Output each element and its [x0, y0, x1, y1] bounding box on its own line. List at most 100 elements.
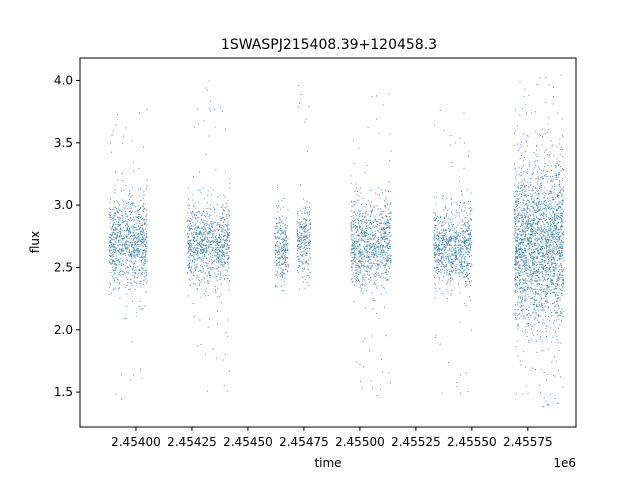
data-point	[198, 123, 200, 125]
data-point	[199, 270, 201, 272]
data-point	[196, 288, 198, 289]
data-point	[467, 277, 469, 279]
data-point	[454, 249, 456, 251]
data-point	[545, 208, 547, 210]
data-point	[370, 229, 372, 231]
data-point	[215, 248, 216, 250]
data-point	[133, 237, 135, 239]
data-point	[532, 303, 534, 305]
data-point	[144, 244, 146, 246]
data-point	[135, 216, 137, 218]
data-point	[552, 252, 554, 254]
data-point	[132, 274, 134, 276]
data-point	[358, 215, 360, 217]
data-point	[377, 236, 379, 238]
data-point	[379, 228, 381, 230]
data-point	[145, 254, 147, 256]
data-point	[380, 214, 382, 216]
data-point	[225, 128, 226, 130]
data-point	[146, 274, 147, 276]
data-point	[227, 225, 228, 227]
data-point	[452, 269, 454, 271]
data-point	[446, 258, 447, 260]
data-point	[516, 393, 517, 395]
data-point	[546, 241, 548, 243]
data-point	[388, 223, 390, 225]
data-point	[110, 283, 111, 285]
data-point	[386, 215, 388, 217]
data-point	[132, 243, 133, 245]
data-point	[388, 212, 390, 214]
data-point	[372, 210, 374, 212]
data-point	[377, 265, 379, 267]
data-point	[109, 211, 111, 213]
data-point	[535, 255, 537, 257]
data-point	[281, 215, 283, 217]
data-point	[221, 262, 223, 264]
data-point	[441, 266, 443, 267]
data-point	[205, 216, 207, 217]
data-point	[137, 241, 139, 243]
data-point	[220, 283, 222, 285]
data-point	[435, 196, 437, 198]
data-point	[125, 184, 127, 186]
data-point	[390, 260, 392, 262]
data-point	[205, 228, 206, 230]
data-point	[372, 298, 374, 300]
data-point	[277, 254, 279, 256]
data-point	[527, 135, 529, 137]
data-point	[112, 260, 114, 262]
data-point	[140, 231, 142, 233]
data-point	[204, 230, 206, 232]
data-point	[302, 263, 304, 265]
data-point	[381, 252, 383, 254]
data-point	[355, 264, 357, 266]
data-point	[467, 233, 469, 235]
data-point	[522, 282, 524, 284]
data-point	[140, 273, 142, 275]
data-point	[307, 215, 309, 217]
data-point	[123, 189, 125, 191]
data-point	[140, 206, 142, 208]
data-point	[461, 251, 463, 253]
data-point	[535, 224, 537, 226]
data-point	[112, 225, 113, 227]
data-point	[449, 218, 451, 220]
data-point	[560, 226, 562, 228]
data-point	[357, 252, 359, 254]
data-point	[225, 269, 227, 271]
data-point	[119, 204, 120, 206]
data-point	[523, 233, 524, 235]
data-point	[198, 251, 200, 253]
data-point	[441, 280, 443, 282]
data-point	[225, 229, 226, 231]
data-point	[281, 255, 283, 257]
data-point	[276, 238, 278, 240]
data-point	[114, 244, 116, 245]
data-point	[191, 228, 193, 230]
data-point	[200, 252, 201, 254]
data-point	[465, 273, 466, 275]
data-point	[559, 253, 561, 255]
data-point	[450, 265, 452, 267]
data-point	[535, 313, 537, 315]
data-point	[140, 200, 142, 201]
data-point	[278, 253, 280, 255]
data-point	[537, 193, 539, 195]
data-point	[134, 255, 136, 257]
data-point	[125, 243, 127, 245]
data-point	[216, 253, 218, 255]
data-point	[518, 288, 520, 290]
data-point	[459, 232, 461, 234]
data-point	[145, 237, 147, 239]
data-point	[461, 230, 463, 232]
data-point	[436, 231, 438, 233]
data-point	[548, 260, 550, 262]
data-point	[208, 228, 210, 230]
data-point	[520, 223, 522, 225]
data-point	[448, 236, 450, 238]
data-point	[371, 387, 373, 389]
data-point	[143, 208, 145, 210]
data-point	[378, 275, 380, 277]
data-point	[134, 224, 136, 225]
